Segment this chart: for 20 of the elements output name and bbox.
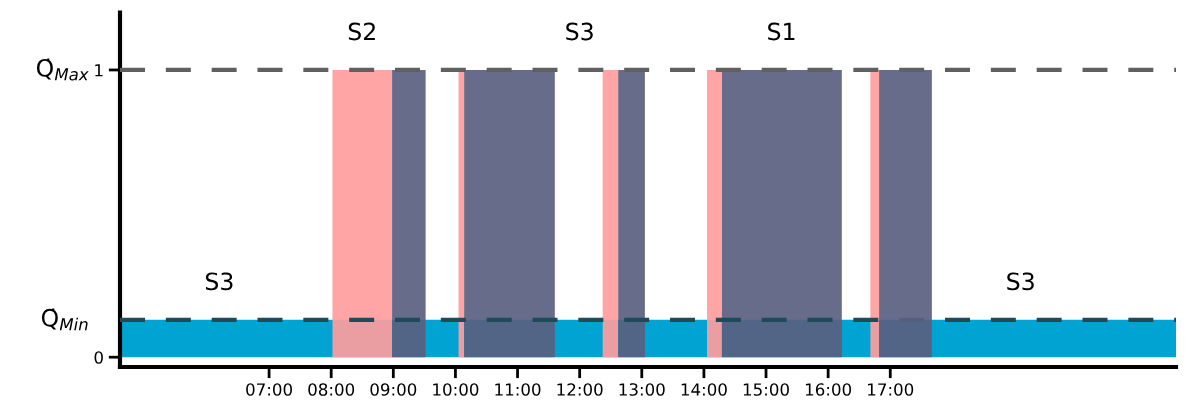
x-tick-label: 13:00: [619, 383, 665, 396]
ref-line-label: Q̇$_{Max}$: [36, 58, 89, 81]
y-tick-label: 1: [95, 64, 103, 77]
ref-line-label: Q̇$_{Min}$: [41, 308, 88, 331]
annotation: S3: [566, 22, 593, 41]
x-tick-label: 17:00: [868, 383, 914, 396]
annotation: S1: [768, 22, 795, 41]
annotation: S3: [205, 272, 233, 291]
annotation: S2: [348, 22, 375, 41]
x-tick-label: 07:00: [246, 383, 292, 396]
x-tick-label: 16:00: [805, 383, 852, 396]
x-tick-label: 09:00: [370, 383, 417, 396]
annotation: S3: [1007, 272, 1034, 291]
x-tick-label: 15:00: [743, 383, 789, 396]
x-tick-label: 14:00: [681, 383, 727, 396]
x-tick-label: 11:00: [495, 383, 541, 396]
x-tick-label: 08:00: [308, 383, 355, 396]
x-tick-label: 12:00: [557, 383, 603, 396]
x-tick-label: 10:00: [433, 383, 479, 396]
y-tick-label: 0: [94, 351, 103, 364]
